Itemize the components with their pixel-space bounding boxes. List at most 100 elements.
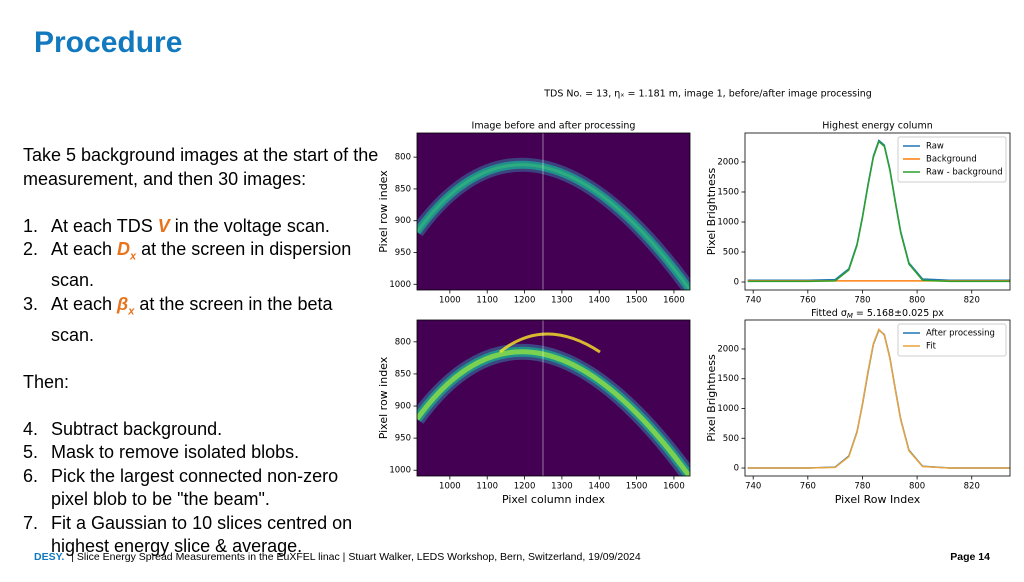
y-tick-label: 900 (395, 402, 411, 412)
step: 3. At each βx at the screen in the beta s… (23, 293, 379, 348)
beam-image (417, 320, 690, 476)
step-list: 1. At each TDS V in the voltage scan. 2. At… (23, 215, 379, 348)
plot-area (747, 139, 1010, 283)
series-line (747, 140, 1010, 283)
x-tick-label: 800 (909, 482, 925, 492)
x-tick-label: 820 (964, 296, 980, 306)
plot-area (747, 327, 1010, 469)
symbol-subscript: x (128, 305, 135, 318)
series-line (747, 139, 1010, 281)
step-number: 1. (23, 215, 39, 236)
chart-title: Image before and after processing (472, 121, 636, 132)
y-tick-label: 900 (395, 216, 411, 226)
x-tick-label: 1200 (514, 296, 536, 306)
x-tick-label: 800 (909, 296, 925, 306)
y-tick-label: 950 (395, 434, 411, 444)
axes-frame (416, 132, 691, 291)
x-tick-label: 1200 (514, 482, 536, 492)
y-tick-label: 800 (395, 153, 411, 163)
x-tick-label: 1600 (663, 482, 685, 492)
step-number: 3. (23, 293, 39, 314)
step-text: At each TDS V in the voltage scan. (51, 215, 330, 239)
y-tick-label: 800 (395, 337, 411, 347)
x-tick-label: 1100 (476, 296, 498, 306)
step: 7. Fit a Gaussian to 10 slices centred on… (23, 512, 379, 559)
legend-label: Raw (926, 142, 944, 152)
step: 1. At each TDS V in the voltage scan. (23, 215, 379, 239)
step-text: At each βx at the screen in the beta sca… (51, 293, 379, 348)
step-text-part: at the screen in dispersion scan. (51, 239, 352, 291)
page-number: Page 14 (950, 551, 990, 563)
x-tick-label: 1500 (626, 296, 648, 306)
symbol: V (158, 216, 170, 236)
symbol-letter: D (117, 239, 131, 259)
title-part: = 5.168±0.025 px (853, 308, 944, 319)
y-tick-label: 1000 (389, 280, 411, 290)
brand: DESY. (34, 551, 65, 563)
step-number: 5. (23, 442, 39, 463)
y-tick-label: 500 (723, 434, 739, 444)
y-axis-label: Pixel row index (377, 170, 390, 253)
x-tick-label: 820 (964, 482, 980, 492)
step: 6. Pick the largest connected non-zero pi… (23, 465, 379, 512)
x-tick-label: 1400 (588, 296, 610, 306)
step-number: 6. (23, 465, 39, 486)
chart-title: Fitted σM = 5.168±0.025 px (811, 308, 944, 321)
y-tick-label: 850 (395, 369, 411, 379)
step-number: 4. (23, 418, 39, 439)
y-tick-label: 2000 (717, 344, 739, 354)
axes-frame (744, 319, 1011, 477)
x-tick-label: 760 (800, 296, 816, 306)
intro: Take 5 background images at the start of… (23, 145, 379, 189)
step-text: Subtract background. (51, 418, 223, 439)
symbol-letter: β (117, 293, 129, 314)
y-axis-label: Pixel Brightness (705, 354, 718, 442)
symbol: βx (117, 293, 135, 318)
title-subscript: M (847, 312, 853, 320)
symbol: Dx (117, 239, 136, 263)
x-tick-label: 1000 (439, 482, 461, 492)
x-axis-label: Pixel Row Index (835, 493, 921, 506)
step-text-part: At each TDS (51, 215, 158, 236)
y-tick-label: 950 (395, 248, 411, 258)
x-tick-label: 780 (854, 482, 870, 492)
step-text: Pick the largest connected non-zero pixe… (51, 465, 339, 510)
step-text-part: At each (51, 239, 118, 259)
x-tick-label: 760 (800, 482, 816, 492)
chart-title: Highest energy column (822, 121, 932, 132)
symbol-subscript: x (130, 250, 137, 263)
series-line (747, 327, 1010, 469)
x-axis-label: Pixel column index (502, 493, 606, 506)
then: Then: (23, 371, 70, 392)
slide-title: Procedure (34, 26, 183, 59)
x-tick-label: 1100 (476, 482, 498, 492)
step-list: 4. Subtract background. 5. Mask to remove i… (23, 418, 379, 559)
axes-frame (744, 132, 1011, 291)
y-tick-label: 1000 (717, 218, 739, 228)
step-text-part: at the screen in the beta scan. (51, 293, 333, 345)
legend-box (897, 323, 1007, 357)
x-tick-label: 780 (854, 296, 870, 306)
procedure-text: Take 5 background images at the start of… (23, 144, 379, 582)
x-tick-label: 1300 (551, 296, 573, 306)
step: 4. Subtract background. (23, 418, 379, 442)
step-number: 7. (23, 512, 39, 533)
y-tick-label: 500 (723, 248, 739, 258)
y-tick-label: 850 (395, 184, 411, 194)
y-tick-label: 2000 (717, 157, 739, 167)
legend-box (897, 136, 1007, 183)
step: 2. At each Dx at the screen in dispersion… (23, 238, 379, 293)
footer-text: | Slice Energy Spread Measurements in th… (71, 551, 641, 563)
footer: DESY. | Slice Energy Spread Measurements… (34, 551, 990, 563)
step: 5. Mask to remove isolated blobs. (23, 441, 379, 465)
y-tick-label: 1000 (717, 404, 739, 414)
x-tick-label: 740 (745, 482, 761, 492)
axes-frame (416, 319, 691, 477)
step-text: At each Dx at the screen in dispersion s… (51, 238, 379, 293)
legend-label: Background (926, 155, 977, 165)
symbol-letter: V (157, 215, 170, 236)
step-text: Mask to remove isolated blobs. (51, 442, 300, 463)
legend-label: After processing (926, 329, 995, 339)
